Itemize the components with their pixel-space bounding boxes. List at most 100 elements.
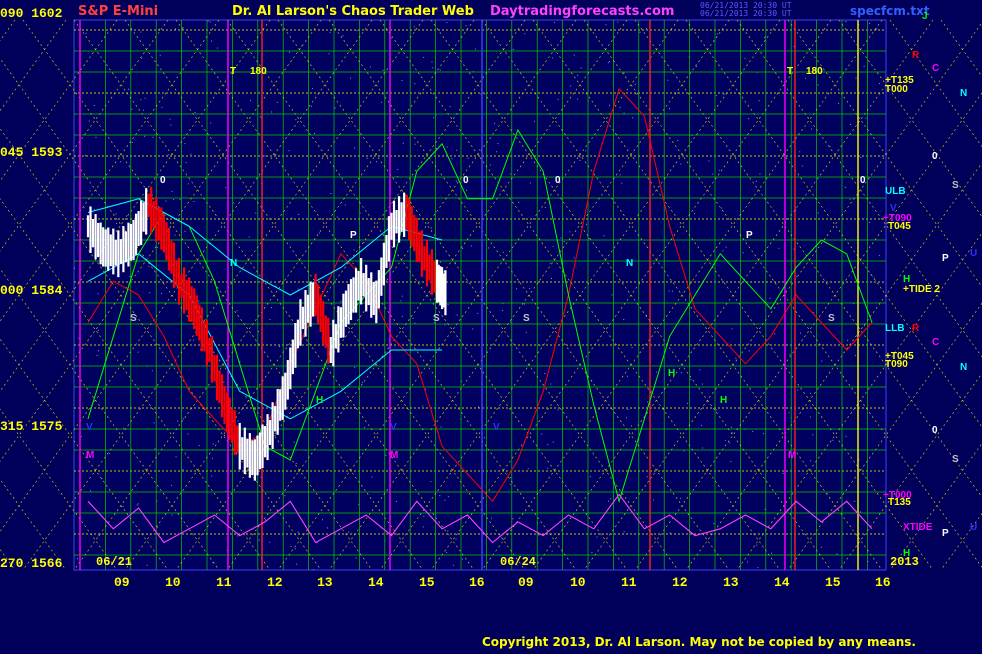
chart-marker: 0 [160,175,166,186]
star-dot [354,366,356,368]
x-tick-label: 14 [368,575,384,590]
star-dot [80,435,82,437]
star-dot [381,101,383,103]
x-tick-label: 15 [825,575,841,590]
star-dot [748,118,750,120]
star-dot [774,333,776,335]
star-dot [588,238,590,240]
star-dot [455,262,457,264]
star-dot [809,399,811,401]
star-dot [551,277,553,279]
star-dot [422,526,424,528]
star-dot [264,519,266,521]
right-legend-label: +T045 [885,351,914,362]
star-dot [826,493,828,495]
site-title: Dr. Al Larson's Chaos Trader Web [232,4,474,19]
star-dot [544,207,546,209]
star-dot [444,499,446,501]
chart-marker: H [668,368,676,379]
star-dot [478,406,480,408]
star-dot [608,104,610,106]
star-dot [635,93,637,95]
star-dot [353,249,355,251]
star-dot [800,332,802,334]
star-dot [136,504,138,506]
star-dot [855,77,857,79]
chart-marker: 180 [806,66,823,77]
star-dot [274,434,276,436]
right-legend-label: R [912,50,920,61]
diagonal-line [787,302,982,571]
right-legend-label: +T135 [885,75,914,86]
star-dot [127,88,129,90]
star-dot [524,33,526,35]
star-dot [563,240,565,242]
file-name: specfcm.txt [850,4,930,18]
star-dot [297,288,299,290]
star-dot [845,21,847,23]
star-dot [169,118,171,120]
star-dot [502,309,504,311]
star-dot [431,61,433,63]
star-dot [414,322,416,324]
star-dot [677,92,679,94]
star-dot [182,418,184,420]
star-dot [742,252,744,254]
star-dot [671,290,673,292]
star-dot [669,532,671,534]
star-dot [296,563,298,565]
star-dot [237,535,239,537]
x-tick-label: 14 [774,575,790,590]
star-dot [801,165,803,167]
chart-marker: S [433,313,440,324]
star-dot [318,232,320,234]
star-dot [860,511,862,513]
star-dot [334,107,336,109]
star-dot [605,24,607,26]
star-dot [752,430,754,432]
star-dot [179,198,181,200]
star-dot [344,204,346,206]
right-legend-label: H [903,274,911,285]
star-dot [156,246,158,248]
star-dot [547,444,549,446]
star-dot [757,567,759,569]
chart-marker: T [787,66,794,77]
star-dot [152,136,154,138]
star-dot [470,245,472,247]
star-dot [171,514,173,516]
star-dot [462,248,464,250]
chart-marker: 180 [250,66,267,77]
star-dot [478,149,480,151]
star-dot [429,292,431,294]
star-dot [248,236,250,238]
star-dot [143,109,145,111]
star-dot [836,553,838,555]
star-dot [669,108,671,110]
star-dot [796,275,798,277]
star-dot [551,550,553,552]
star-dot [489,164,491,166]
star-dot [695,65,697,67]
star-dot [167,154,169,156]
star-dot [137,503,139,505]
star-dot [423,56,425,58]
star-dot [713,523,715,525]
star-dot [680,163,682,165]
right-legend-label: P [942,253,949,264]
star-dot [414,83,416,85]
star-dot [336,216,338,218]
star-dot [400,300,402,302]
star-dot [755,180,757,182]
diagonal-line [379,19,781,571]
star-dot [778,247,780,249]
star-dot [446,146,448,148]
symbol-title: S&P E-Mini [78,4,159,19]
star-dot [444,324,446,326]
chart-marker: P [350,230,357,241]
star-dot [462,558,464,560]
green-wave-line [87,128,873,504]
plot-area [73,19,887,571]
site-url[interactable]: Daytradingforecasts.com [490,4,675,19]
star-dot [712,173,714,175]
